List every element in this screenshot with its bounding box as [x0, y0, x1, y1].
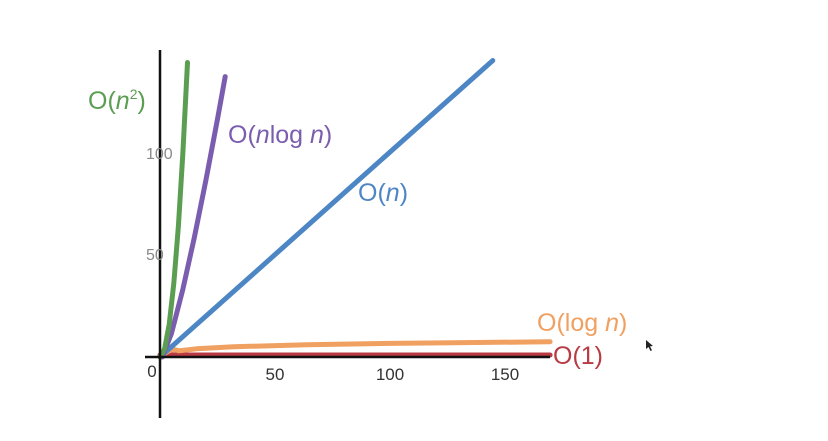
series-label-n-log-n: O(nlog n)	[228, 121, 332, 149]
x-tick-label: 150	[491, 365, 519, 384]
y-tick-label: 50	[146, 247, 164, 264]
y-tick-label: 100	[146, 146, 173, 163]
series-label-log-n: O(log n)	[537, 309, 627, 337]
x-tick-label: 0	[147, 362, 156, 381]
series-label-n-squared: O(n2)	[88, 86, 146, 115]
x-tick-label: 50	[266, 365, 285, 384]
series-line-n-squared	[157, 60, 190, 360]
series-line-n	[157, 58, 496, 360]
series-line-n-log-n	[159, 74, 228, 360]
mouse-cursor-icon	[646, 340, 653, 351]
x-tick-label: 100	[376, 365, 404, 384]
series-layer	[157, 58, 553, 360]
series-label-n: O(n)	[358, 179, 408, 207]
series-label-constant: O(1)	[553, 342, 603, 370]
